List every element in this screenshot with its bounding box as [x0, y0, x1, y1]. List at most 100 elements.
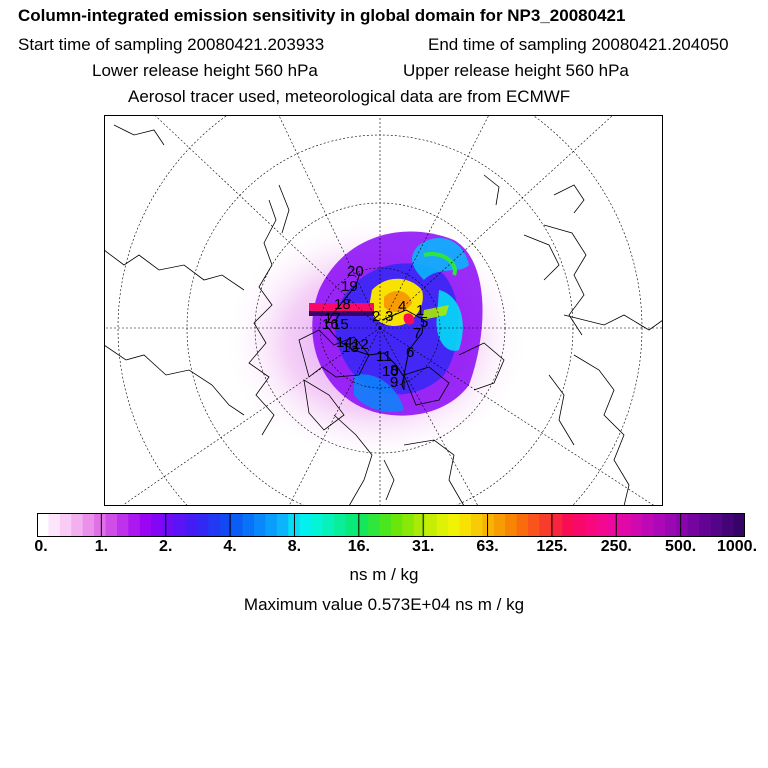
colorbar-tick-label: 31.	[412, 538, 435, 555]
trajectory-label-7: 7	[413, 325, 421, 342]
trajectory-labels: 20 19 18 17 16 15 14 13 12 11 10 9 8 7 6…	[322, 263, 428, 391]
trajectory-label-9: 9	[390, 374, 398, 391]
colorbar-cell	[539, 513, 552, 537]
colorbar-separators	[100, 513, 682, 537]
maximum-value: Maximum value 0.573E+04 ns m / kg	[243, 595, 525, 614]
colorbar-cell	[219, 513, 232, 537]
colorbar-cell	[242, 513, 255, 537]
trajectory-label-2: 2	[372, 308, 380, 325]
end-time: End time of sampling 20080421.204050	[428, 35, 729, 54]
colorbar	[37, 513, 745, 537]
sensitivity-field	[226, 220, 526, 460]
colorbar-cell	[174, 513, 187, 537]
colorbar-cell	[585, 513, 598, 537]
colorbar-cell	[722, 513, 735, 537]
colorbar-cell	[379, 513, 392, 537]
colorbar-tick-label: 2.	[159, 538, 173, 555]
colorbar-cell	[105, 513, 118, 537]
colorbar-cell	[139, 513, 152, 537]
colorbar-cell	[71, 513, 84, 537]
colorbar-cell	[573, 513, 586, 537]
trajectory-label-12: 12	[352, 336, 369, 353]
trajectory-label-13: 13	[342, 339, 359, 356]
colorbar-tick-label: 8.	[287, 538, 302, 555]
colorbar-cell	[607, 513, 620, 537]
colorbar-tick-label: 500.	[665, 538, 697, 555]
colorbar-cell	[116, 513, 129, 537]
colorbar-cell	[596, 513, 609, 537]
colorbar-cell	[151, 513, 164, 537]
start-time: Start time of sampling 20080421.203933	[18, 35, 325, 54]
colorbar-cell	[505, 513, 518, 537]
polar-map: 20 19 18 17 16 15 14 13 12 11 10 9 8 7 6…	[104, 115, 663, 506]
trajectory-label-17: 17	[324, 310, 341, 327]
colorbar-cell	[516, 513, 529, 537]
colorbar-cell	[265, 513, 278, 537]
colorbar-tick-label: 125.	[536, 538, 568, 555]
colorbar-cell	[493, 513, 506, 537]
colorbar-cell	[676, 513, 689, 537]
plot-title: Column-integrated emission sensitivity i…	[18, 6, 626, 25]
trajectory-label-16: 16	[322, 316, 339, 333]
colorbar-cell	[162, 513, 175, 537]
colorbar-cell	[413, 513, 426, 537]
lower-release-height: Lower release height 560 hPa	[92, 61, 318, 80]
colorbar-cell	[402, 513, 415, 537]
colorbar-cells	[37, 513, 745, 537]
colorbar-cell	[699, 513, 712, 537]
colorbar-cell	[311, 513, 324, 537]
trajectory-label-3: 3	[385, 308, 393, 325]
colorbar-cell	[562, 513, 575, 537]
colorbar-cell	[528, 513, 541, 537]
trajectory-label-11: 11	[376, 348, 392, 365]
tracer-info: Aerosol tracer used, meteorological data…	[128, 87, 571, 106]
colorbar-cell	[642, 513, 655, 537]
upper-release-height: Upper release height 560 hPa	[403, 61, 629, 80]
trajectory-path	[325, 272, 425, 391]
colorbar-cell	[436, 513, 449, 537]
trajectory-label-8: 8	[390, 362, 398, 379]
coastlines	[104, 124, 663, 506]
colorbar-cell	[37, 513, 50, 537]
colorbar-cell	[665, 513, 678, 537]
colorbar-cell	[48, 513, 61, 537]
colorbar-cell	[208, 513, 221, 537]
colorbar-cell	[345, 513, 358, 537]
colorbar-cell	[299, 513, 312, 537]
colorbar-frame	[37, 513, 745, 537]
colorbar-tick-label: 250.	[600, 538, 632, 555]
colorbar-cell	[128, 513, 141, 537]
colorbar-cell	[470, 513, 483, 537]
colorbar-cell	[710, 513, 723, 537]
trajectory-label-18: 18	[334, 296, 351, 313]
colorbar-cell	[687, 513, 700, 537]
trajectory-label-10: 10	[382, 363, 399, 380]
colorbar-cell	[619, 513, 632, 537]
colorbar-cell	[391, 513, 404, 537]
colorbar-cell	[82, 513, 95, 537]
trajectory-label-20: 20	[347, 263, 364, 280]
colorbar-cell	[482, 513, 495, 537]
colorbar-cell	[253, 513, 266, 537]
trajectory-label-15: 15	[332, 316, 349, 333]
colorbar-cell	[231, 513, 244, 537]
colorbar-cell	[425, 513, 438, 537]
colorbar-tick-label: 4.	[223, 538, 237, 555]
colorbar-cell	[448, 513, 461, 537]
colorbar-cell	[276, 513, 289, 537]
colorbar-tick-label: 16.	[347, 538, 370, 555]
colorbar-cell	[59, 513, 72, 537]
map-frame	[104, 115, 663, 506]
colorbar-cell	[653, 513, 666, 537]
colorbar-cell	[185, 513, 198, 537]
trajectory-label-14: 14	[336, 334, 353, 351]
trajectory-label-4: 4	[398, 298, 406, 315]
graticule	[104, 115, 663, 506]
colorbar-cell	[94, 513, 107, 537]
colorbar-tick-label: 0.	[34, 538, 48, 555]
colorbar-cell	[459, 513, 472, 537]
colorbar-cell	[733, 513, 745, 537]
colorbar-tick-label: 63.	[476, 538, 499, 555]
colorbar-cell	[356, 513, 369, 537]
unit-label: ns m / kg	[349, 565, 419, 584]
